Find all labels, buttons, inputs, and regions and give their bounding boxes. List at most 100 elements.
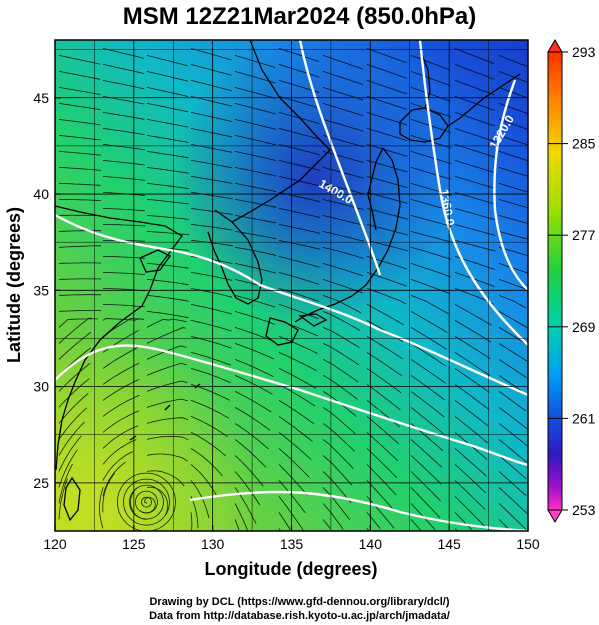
streamline: [102, 80, 145, 90]
streamline: [498, 519, 510, 531]
streamline: [58, 407, 87, 440]
streamline: [366, 160, 408, 173]
streamline: [454, 368, 490, 393]
streamline: [410, 471, 441, 502]
streamline: [146, 453, 188, 462]
streamline: [454, 64, 495, 80]
streamline: [146, 215, 189, 220]
streamline: [454, 128, 496, 142]
streamline: [498, 103, 528, 114]
streamline: [410, 487, 441, 519]
streamline: [58, 421, 85, 456]
streamline: [58, 167, 101, 171]
streamline: [454, 496, 485, 527]
y-tick-label: 40: [33, 186, 49, 202]
streamline: [454, 272, 495, 287]
streamline: [103, 224, 146, 227]
streamline: [366, 464, 397, 495]
x-tick-label: 135: [280, 536, 304, 552]
streamline: [58, 230, 101, 232]
streamline: [322, 471, 352, 503]
streamline: [498, 167, 528, 177]
streamline: [234, 519, 240, 531]
streamline: [454, 448, 487, 477]
streamline: [278, 480, 306, 514]
streamline: [322, 519, 331, 529]
streamline: [366, 48, 407, 64]
streamline: [454, 384, 490, 410]
streamline: [234, 183, 277, 193]
streamline: [102, 144, 145, 151]
streamline: [58, 87, 101, 95]
streamline: [102, 378, 140, 401]
streamline: [278, 160, 320, 171]
streamline: [58, 310, 102, 312]
streamline: [498, 343, 528, 362]
contour-label-1360: 1360.0: [437, 188, 457, 227]
streamline: [410, 311, 448, 333]
streamline: [102, 472, 116, 513]
streamline: [234, 215, 277, 224]
streamline: [146, 435, 189, 441]
streamline: [366, 448, 398, 479]
colorbar-tick-label: 253: [572, 502, 596, 518]
colorbar-bottom-arrow: [547, 509, 563, 523]
streamline: [190, 448, 223, 477]
streamline: [234, 311, 276, 325]
streamline: [234, 103, 276, 115]
streamline: [322, 55, 363, 70]
streamline: [146, 470, 185, 487]
streamline: [498, 279, 528, 290]
streamline: [366, 144, 408, 157]
streamline: [278, 176, 320, 187]
streamline: [322, 71, 364, 85]
streamline: [366, 416, 399, 445]
streamline: [234, 135, 276, 146]
streamline: [498, 183, 528, 193]
streamline: [410, 183, 452, 196]
streamline: [322, 295, 362, 314]
streamline: [366, 336, 403, 360]
x-tick-label: 130: [201, 536, 225, 552]
streamline: [58, 151, 101, 156]
streamline: [366, 384, 401, 411]
streamline: [366, 224, 408, 236]
streamline: [234, 119, 276, 130]
streamline: [454, 480, 486, 510]
streamline: [102, 160, 145, 166]
streamline: [102, 318, 140, 337]
streamline: [366, 432, 399, 462]
map-field: 1400.0 1360.0 1320.0: [55, 40, 528, 531]
streamline: [234, 343, 275, 360]
streamline: [278, 48, 320, 62]
streamline: [278, 224, 321, 234]
streamline: [190, 512, 193, 531]
y-tick-label: 35: [33, 282, 49, 298]
streamline: [58, 478, 68, 520]
streamline: [454, 336, 491, 360]
streamline: [146, 183, 189, 189]
streamline: [366, 368, 402, 394]
streamline: [366, 400, 400, 428]
streamline: [410, 455, 442, 485]
streamline: [322, 263, 364, 277]
streamline: [146, 311, 189, 319]
streamline: [146, 327, 186, 344]
streamline: [498, 503, 528, 531]
streamline: [234, 471, 261, 506]
streamline: [58, 294, 101, 296]
streamline: [190, 368, 231, 384]
x-tick-label: 140: [359, 536, 383, 552]
streamline: [234, 231, 277, 240]
streamline: [366, 64, 407, 79]
streamline: [58, 55, 101, 65]
streamline: [146, 55, 188, 67]
streamline: [410, 407, 444, 435]
credit-drawing: Drawing by DCL (https://www.gfd-dennou.o…: [149, 596, 450, 608]
streamline: [410, 263, 451, 278]
streamline: [366, 96, 408, 110]
streamline: [190, 176, 233, 184]
streamline: [190, 416, 228, 438]
streamline: [102, 451, 133, 481]
